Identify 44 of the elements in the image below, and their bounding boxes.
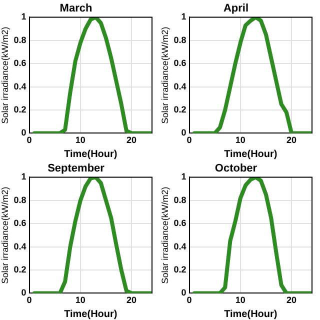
y-axis-title: Solar irradiance(kW/m2) xyxy=(0,26,10,124)
y-axis-title: Solar irradiance(kW/m2) xyxy=(160,26,170,124)
y-tick-label: 1 xyxy=(21,172,26,182)
y-tick-label: 0.2 xyxy=(174,264,186,274)
y-tick-label: 0.8 xyxy=(174,194,186,205)
y-tick-label: 0.6 xyxy=(174,58,186,68)
y-tick-label: 0.4 xyxy=(174,81,186,92)
x-tick-label: 20 xyxy=(126,135,137,146)
x-axis-title: Time(Hour) xyxy=(64,148,118,160)
y-tick-label: 0.4 xyxy=(174,241,186,252)
x-axis-title: Time(Hour) xyxy=(64,308,118,320)
y-tick-label: 0.4 xyxy=(14,241,26,252)
y-tick-label: 0.6 xyxy=(14,58,26,68)
y-tick-label: 1 xyxy=(181,12,186,22)
x-tick-label: 20 xyxy=(286,295,297,306)
y-tick-label: 0.6 xyxy=(174,218,186,228)
y-tick-label: 0 xyxy=(181,128,186,138)
y-tick-label: 0.8 xyxy=(174,34,186,45)
chart-title: October xyxy=(214,162,258,175)
chart-title: April xyxy=(223,2,249,15)
y-tick-label: 0.8 xyxy=(14,34,26,45)
y-tick-label: 0.6 xyxy=(14,218,26,228)
y-tick-label: 0.2 xyxy=(14,264,26,274)
y-tick-label: 0 xyxy=(21,128,26,138)
x-axis-title: Time(Hour) xyxy=(224,148,278,160)
y-axis-title: Solar irradiance(kW/m2) xyxy=(160,186,170,284)
y-tick-label: 0.4 xyxy=(14,81,26,92)
y-tick-label: 0 xyxy=(21,288,26,298)
y-tick-label: 0 xyxy=(181,288,186,298)
x-tick-label: 20 xyxy=(286,135,297,146)
y-tick-label: 0.2 xyxy=(14,104,26,114)
x-tick-label: 10 xyxy=(235,135,246,146)
chart-title: September xyxy=(48,162,106,175)
x-tick-label: 20 xyxy=(126,295,137,306)
y-tick-label: 1 xyxy=(21,12,26,22)
y-tick-label: 1 xyxy=(181,172,186,182)
x-axis-title: Time(Hour) xyxy=(224,308,278,320)
y-tick-label: 0.8 xyxy=(14,194,26,205)
x-tick-label: 10 xyxy=(235,295,246,306)
x-tick-label: 10 xyxy=(75,135,86,146)
x-tick-label: 10 xyxy=(75,295,86,306)
chart-title: March xyxy=(60,2,92,15)
y-tick-label: 0.2 xyxy=(174,104,186,114)
y-axis-title: Solar irradiance(kW/m2) xyxy=(0,186,10,284)
